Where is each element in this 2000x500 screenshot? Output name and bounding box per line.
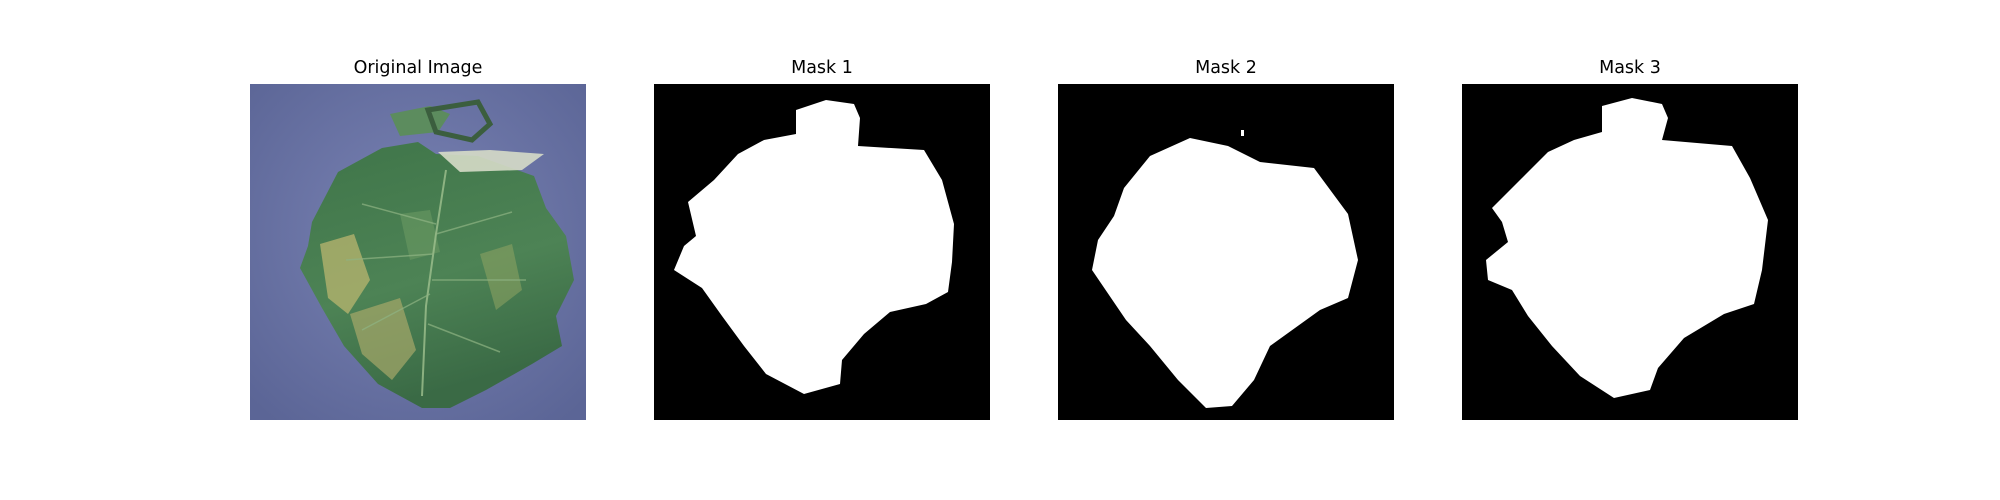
chlorosis-patch — [320, 234, 370, 314]
panel-title: Mask 1 — [791, 58, 853, 78]
chlorosis-patch — [350, 298, 416, 380]
mask-2-image — [1058, 84, 1394, 420]
leaf-tip-highlight — [438, 150, 544, 172]
mask-1-image — [654, 84, 990, 420]
panel-mask-3: Mask 3 — [1462, 0, 1798, 500]
original-leaf-photo — [250, 84, 586, 420]
leaf-veins — [345, 203, 526, 353]
mask-foreground — [1092, 138, 1358, 408]
mask-3-image — [1462, 84, 1798, 420]
mask-foreground — [674, 100, 954, 394]
panel-title: Mask 2 — [1195, 58, 1257, 78]
mask-speck — [1241, 130, 1244, 136]
leaf-midrib — [421, 169, 447, 397]
panel-original-image: Original Image — [250, 0, 586, 500]
panel-title: Mask 3 — [1599, 58, 1661, 78]
panel-mask-2: Mask 2 — [1058, 0, 1394, 500]
panel-title: Original Image — [353, 58, 483, 78]
leaf-stem — [424, 99, 494, 143]
chlorosis-patch — [480, 244, 522, 310]
mask-foreground — [1486, 98, 1768, 398]
panel-mask-1: Mask 1 — [654, 0, 990, 500]
